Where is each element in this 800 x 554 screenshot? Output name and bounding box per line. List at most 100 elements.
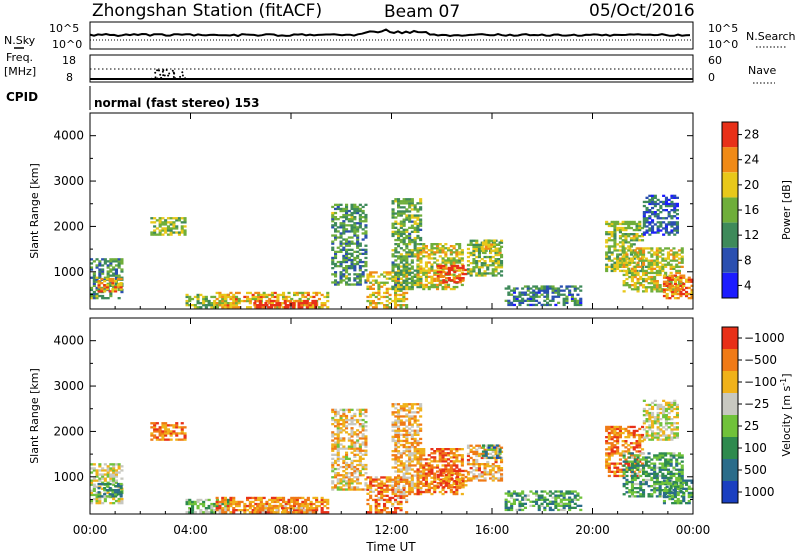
power-cell	[169, 229, 173, 232]
velocity-cell	[232, 498, 236, 502]
velocity-cell	[334, 476, 338, 479]
power-cell	[658, 290, 662, 293]
power-cell	[309, 295, 313, 299]
velocity-cell	[399, 419, 403, 422]
power-cell	[358, 203, 362, 206]
power-cell	[402, 263, 406, 266]
power-cell	[621, 235, 625, 238]
power-cell	[339, 209, 343, 213]
power-cell	[358, 242, 362, 245]
velocity-cell	[410, 488, 414, 492]
power-cell	[405, 281, 409, 285]
velocity-cell	[161, 438, 165, 441]
velocity-cell	[301, 504, 305, 508]
power-cell	[405, 261, 409, 264]
power-cell	[460, 283, 464, 287]
velocity-cell	[258, 504, 262, 508]
power-cell	[112, 274, 116, 277]
power-cell	[653, 267, 657, 270]
power-cell	[119, 284, 123, 287]
velocity-cell	[452, 468, 456, 471]
velocity-cell	[399, 439, 403, 443]
velocity-cell	[210, 502, 214, 506]
power-cell	[345, 205, 349, 209]
velocity-cell	[557, 496, 561, 499]
power-cell	[101, 258, 105, 261]
velocity-cell	[405, 460, 409, 463]
power-cell	[402, 304, 406, 307]
power-cell	[424, 275, 428, 278]
power-cell	[489, 272, 493, 275]
velocity-cell	[402, 450, 406, 453]
power-cell	[158, 231, 162, 234]
velocity-cell	[396, 502, 400, 506]
power-cell	[364, 256, 368, 260]
velocity-cell	[455, 492, 459, 496]
power-cell	[229, 302, 233, 305]
power-cell	[442, 270, 446, 274]
velocity-cell	[391, 423, 395, 426]
power-cell	[673, 194, 677, 197]
power-cell	[504, 299, 508, 302]
velocity-cell	[630, 460, 634, 463]
power-cell	[114, 286, 118, 289]
velocity-cell	[112, 465, 116, 468]
velocity-cell	[419, 472, 423, 475]
velocity-cell	[175, 434, 179, 437]
velocity-cell	[155, 436, 159, 439]
velocity-cell	[633, 491, 637, 494]
velocity-cell	[568, 490, 572, 493]
velocity-cell	[345, 455, 349, 458]
velocity-cell	[410, 425, 414, 428]
velocity-cell	[402, 464, 406, 467]
power-cell	[667, 202, 671, 206]
power-cell	[449, 261, 453, 264]
power-cell	[671, 274, 675, 277]
power-cell	[218, 293, 222, 297]
power-cell	[622, 265, 626, 268]
velocity-cell	[427, 474, 431, 477]
power-cell	[336, 218, 340, 221]
power-cell	[624, 233, 628, 236]
power-cell	[668, 278, 672, 281]
power-cell	[507, 301, 511, 304]
power-cell	[475, 272, 479, 275]
velocity-cell	[455, 460, 459, 463]
power-cell	[419, 228, 423, 231]
power-cell	[405, 202, 409, 205]
velocity-cell	[441, 464, 445, 467]
velocity-cell	[487, 448, 491, 451]
velocity-cell	[408, 419, 412, 422]
power-cell	[629, 237, 633, 240]
power-cell	[495, 247, 499, 250]
velocity-cell	[521, 496, 525, 499]
velocity-cell	[221, 507, 225, 510]
velocity-cell	[621, 431, 625, 435]
power-cell	[405, 275, 409, 278]
velocity-cell	[543, 508, 547, 512]
velocity-cell	[452, 454, 456, 457]
velocity-cell	[269, 509, 273, 512]
velocity-cell	[374, 478, 378, 481]
power-cell	[677, 257, 681, 260]
velocity-cell	[334, 414, 338, 418]
power-cell	[410, 208, 414, 211]
velocity-cell	[455, 488, 459, 492]
velocity-cell	[92, 479, 96, 482]
power-cell	[405, 230, 409, 233]
y-tick-label: 1000	[53, 265, 84, 279]
velocity-cell	[90, 471, 94, 474]
power-cell	[658, 261, 662, 264]
power-cell	[621, 233, 625, 236]
power-cell	[436, 270, 440, 274]
power-cell	[419, 247, 423, 250]
power-cell	[334, 207, 338, 211]
velocity-cell	[364, 463, 368, 467]
power-cell	[680, 261, 684, 264]
power-cell	[621, 241, 625, 244]
velocity-cell	[413, 474, 417, 477]
velocity-cell	[117, 465, 121, 468]
velocity-cell	[576, 492, 580, 495]
velocity-cell	[394, 476, 398, 479]
